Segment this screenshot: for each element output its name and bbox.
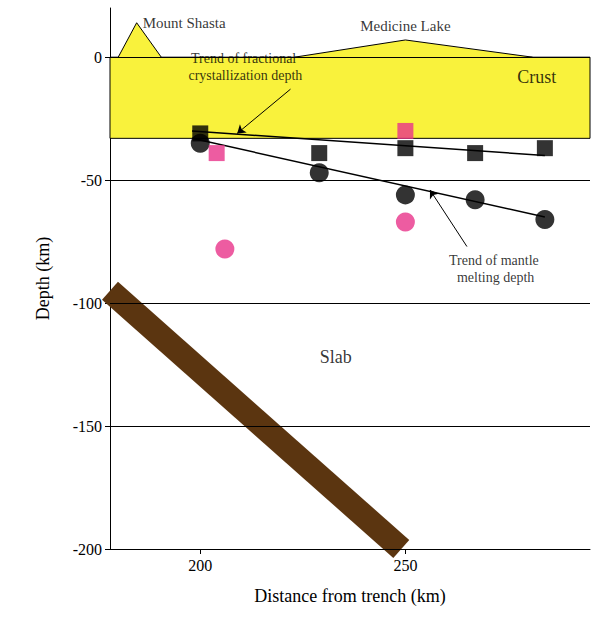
- svg-text:-150: -150: [73, 418, 102, 435]
- svg-text:-50: -50: [81, 172, 102, 189]
- svg-text:200: 200: [188, 557, 212, 574]
- svg-text:250: 250: [393, 557, 417, 574]
- svg-text:Trend of fractional: Trend of fractional: [191, 51, 300, 66]
- svg-text:Trend of mantle: Trend of mantle: [449, 253, 542, 268]
- svg-text:-200: -200: [73, 541, 102, 558]
- svg-text:Crust: Crust: [517, 67, 556, 87]
- svg-text:crystallization depth: crystallization depth: [188, 68, 302, 83]
- svg-text:-100: -100: [73, 295, 102, 312]
- svg-text:melting depth: melting depth: [457, 270, 534, 285]
- svg-text:Depth (km): Depth (km): [33, 237, 54, 320]
- svg-text:Distance from trench (km): Distance from trench (km): [254, 586, 445, 607]
- svg-text:0: 0: [94, 49, 102, 66]
- svg-text:Medicine Lake: Medicine Lake: [360, 18, 451, 34]
- svg-text:Slab: Slab: [320, 347, 352, 367]
- svg-text:Mount Shasta: Mount Shasta: [143, 15, 226, 31]
